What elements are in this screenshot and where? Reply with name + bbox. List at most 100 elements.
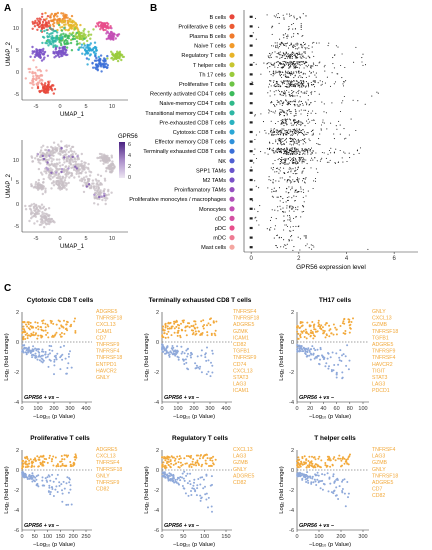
umap-bottom-cell (59, 164, 62, 167)
strip-point (312, 65, 314, 67)
volcano-point-up (69, 465, 72, 468)
umap-top-cell (88, 49, 91, 52)
strip-point (280, 73, 283, 76)
strip-point (273, 237, 275, 239)
strip-point (270, 80, 272, 82)
volcano-point-up (180, 464, 183, 467)
strip-point (288, 162, 290, 164)
strip-category-label: Plasma B cells (189, 34, 226, 40)
volcano-point-up (187, 322, 189, 325)
umap-bottom-cell (82, 176, 86, 179)
volcano-point-up (167, 322, 170, 325)
umap-top-cell (118, 50, 122, 53)
umap-top-cell (109, 32, 112, 35)
volcano-point-up (204, 459, 207, 462)
strip-category-marker (229, 148, 235, 154)
strip-point (289, 143, 291, 145)
umap-top-cell (57, 38, 61, 41)
umap-bottom-cell (30, 183, 33, 186)
strip-category-marker (229, 14, 235, 20)
strip-point (270, 120, 272, 122)
volcano-point-down (191, 487, 194, 490)
strip-point (291, 124, 293, 126)
umap-top-cell (62, 48, 65, 51)
strip-point (298, 110, 300, 112)
volcano-point-down (53, 358, 56, 361)
volcano-point-up (194, 461, 197, 464)
strip-point (279, 177, 281, 179)
strip-point (277, 120, 279, 123)
strip-point (289, 94, 291, 96)
strip-point (294, 189, 296, 191)
umap-top-cell (40, 24, 43, 27)
umap-bottom-cell (57, 174, 60, 178)
strip-point (311, 157, 313, 159)
umap-top-cell (69, 23, 72, 26)
volcano-point-up (308, 455, 311, 458)
volcano-point-up (296, 466, 299, 468)
strip-point (299, 16, 301, 18)
strip-point (303, 191, 305, 193)
strip-point (306, 66, 308, 68)
volcano-point-down (65, 372, 68, 375)
strip-point (291, 90, 293, 92)
strip-point (298, 63, 300, 66)
strip-point (300, 124, 302, 126)
strip-point (275, 189, 277, 192)
umap-top-cell (102, 22, 105, 25)
strip-point (302, 159, 304, 161)
umap-top-cell (93, 41, 97, 44)
volcano-point-up (63, 319, 65, 322)
umap-top-cell (51, 35, 54, 38)
strip-point (294, 108, 296, 111)
volcano-point-down (26, 478, 29, 480)
volcano-point-down (23, 474, 26, 477)
strip-point (317, 82, 319, 84)
volcano-point-down (347, 368, 350, 371)
volcano-point-up (55, 465, 58, 468)
strip-point (317, 143, 319, 145)
strip-point (342, 100, 344, 102)
strip-point (285, 70, 287, 72)
volcano-x-tick-label: 0 (20, 534, 23, 540)
volcano-gene-label: GZMB (372, 460, 388, 466)
strip-point (295, 52, 297, 55)
volcano-point-down (194, 490, 197, 493)
volcano-gene-label: ICAM1 (233, 335, 249, 341)
strip-point (310, 112, 312, 114)
umap-bottom-axes: 10 5 0 -5 -5 0 5 10 UMAP_1 UMAP_2 (6, 140, 128, 250)
volcano-point-up (187, 455, 190, 458)
volcano-point-down (318, 362, 320, 365)
strip-point (275, 167, 278, 169)
umap-top-cell (31, 45, 34, 49)
umap-bottom-cell (37, 178, 40, 182)
strip-point (277, 133, 279, 135)
volcano-point-up (301, 463, 304, 466)
volcano-point-up (200, 454, 202, 456)
volcano-point-down (51, 349, 54, 352)
volcano-point-up (24, 333, 27, 336)
volcano-gene-label: TNFRSF18 (96, 355, 122, 361)
umap-bottom-cell (33, 222, 36, 225)
volcano-x-tick-label: 300 (205, 406, 214, 412)
volcano-point-up (188, 326, 191, 329)
volcano-point-up (44, 329, 47, 332)
volcano-point-up (316, 330, 319, 333)
strip-point (290, 111, 292, 113)
strip-point (303, 84, 305, 86)
umap-top-cell (65, 42, 68, 46)
volcano-point-up (190, 329, 193, 332)
umap-top-cell (60, 37, 64, 41)
strip-point (286, 85, 288, 87)
strip-point (301, 129, 303, 132)
volcano-point-down (49, 479, 52, 482)
umap-top-ytick-1: 10 (13, 26, 19, 32)
strip-point (284, 153, 286, 155)
umap-top-cell (105, 21, 109, 25)
volcano-point-down (185, 474, 188, 477)
strip-point (288, 103, 290, 105)
volcano-gene-label: GNLY (96, 375, 110, 381)
volcano-point-down (327, 352, 330, 355)
volcano-point-up (58, 320, 61, 323)
